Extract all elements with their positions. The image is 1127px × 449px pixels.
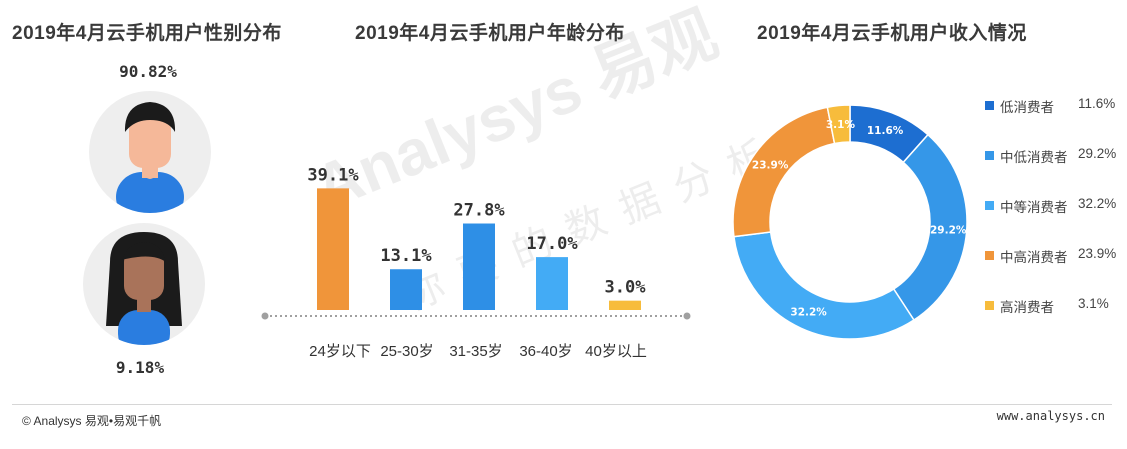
age-category-label-0: 24岁以下 (309, 343, 371, 360)
x-axis-end-dot (683, 312, 691, 320)
donut-slice-2 (733, 231, 915, 340)
age-category-label-1: 25-30岁 (380, 343, 433, 360)
age-bar-3 (536, 257, 568, 310)
gender-chart-title: 2019年4月云手机用户性别分布 (12, 23, 282, 44)
income-chart-title: 2019年4月云手机用户收入情况 (757, 23, 1027, 44)
age-bar-label-4: 3.0% (605, 278, 647, 298)
legend-swatch-4 (985, 301, 994, 310)
age-bar-label-1: 13.1% (380, 246, 432, 266)
footer-divider (12, 404, 1112, 405)
legend-value-3: 23.9% (1078, 246, 1117, 261)
donut-slice-4 (826, 104, 851, 145)
female-percentage: 9.18% (115, 358, 165, 377)
legend-item-0: 低消费者 11.6% (985, 96, 1125, 146)
legend-name-2: 中等消费者 (1000, 200, 1068, 215)
age-chart-title: 2019年4月云手机用户年龄分布 (355, 23, 625, 44)
footer-copyright: © Analysys 易观•易观千帆 (22, 414, 162, 428)
donut-slice-3 (732, 106, 836, 238)
age-bar-label-3: 17.0% (526, 234, 578, 254)
male-percentage: 90.82% (119, 62, 177, 81)
legend-value-4: 3.1% (1078, 296, 1109, 311)
male-avatar-icon (89, 91, 211, 213)
age-bar-2 (463, 223, 495, 310)
income-legend: 低消费者 11.6% 中低消费者 29.2% 中等消费者 32.2% 中高消费者 23.9% 高… (985, 96, 1125, 346)
legend-value-0: 11.6% (1078, 96, 1116, 111)
legend-value-1: 29.2% (1078, 146, 1117, 161)
donut-label-3: 23.9% (752, 159, 789, 171)
age-category-label-3: 36-40岁 (519, 343, 572, 360)
legend-swatch-2 (985, 201, 994, 210)
legend-name-1: 中低消费者 (1000, 150, 1068, 165)
donut-label-1: 29.2% (930, 224, 967, 236)
income-donut-chart: 11.6% 29.2% 32.2% 23.9% 3.1% (732, 104, 968, 340)
donut-label-0: 11.6% (867, 125, 904, 137)
footer-url[interactable]: www.analysys.cn (996, 409, 1105, 423)
legend-swatch-3 (985, 251, 994, 260)
x-axis-start-dot (261, 312, 269, 320)
female-avatar-icon (83, 223, 205, 345)
legend-name-3: 中高消费者 (1000, 250, 1068, 265)
donut-label-4: 3.1% (826, 119, 856, 131)
legend-item-1: 中低消费者 29.2% (985, 146, 1125, 196)
legend-swatch-1 (985, 151, 994, 160)
legend-swatch-0 (985, 101, 994, 110)
legend-item-2: 中等消费者 32.2% (985, 196, 1125, 246)
age-bar-1 (390, 269, 422, 310)
legend-name-0: 低消费者 (1000, 100, 1054, 115)
donut-label-2: 32.2% (790, 306, 827, 318)
age-bar-0 (317, 188, 349, 310)
age-bar-4 (609, 300, 641, 310)
legend-value-2: 32.2% (1078, 196, 1117, 211)
legend-item-4: 高消费者 3.1% (985, 296, 1125, 346)
legend-name-4: 高消费者 (1000, 300, 1054, 315)
age-bar-label-2: 27.8% (453, 201, 505, 221)
age-bar-chart: 39.1% 13.1% 27.8% 17.0% 3.0% 24岁以下 25-30岁 31-3… (261, 165, 691, 360)
age-bar-label-0: 39.1% (307, 165, 359, 185)
legend-item-3: 中高消费者 23.9% (985, 246, 1125, 296)
age-category-label-4: 40岁以上 (585, 343, 647, 360)
age-category-label-2: 31-35岁 (449, 343, 502, 360)
